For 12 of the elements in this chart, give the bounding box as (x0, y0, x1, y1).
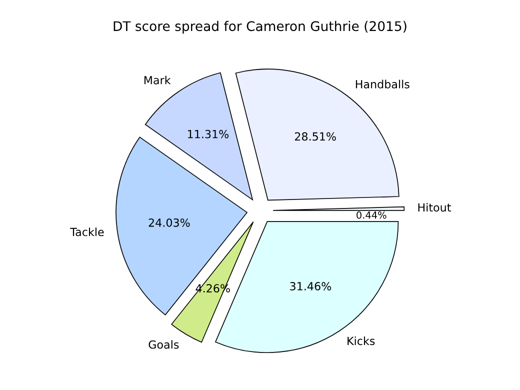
slice-label: Tackle (70, 228, 104, 236)
slice-label: Handballs (356, 80, 410, 88)
slice-label: Goals (148, 340, 179, 349)
slice-label: Mark (144, 76, 171, 84)
slice-label: Hitout (418, 203, 451, 212)
data-label: 11.31% (188, 130, 229, 138)
data-label: 31.46% (290, 282, 332, 290)
data-label: 28.51% (294, 132, 336, 141)
chart-title: DT score spread for Cameron Guthrie (2015) (114, 20, 406, 34)
data-label: 24.03% (148, 218, 190, 227)
data-label: 0.44% (356, 211, 386, 219)
slice-label: Kicks (348, 336, 375, 346)
